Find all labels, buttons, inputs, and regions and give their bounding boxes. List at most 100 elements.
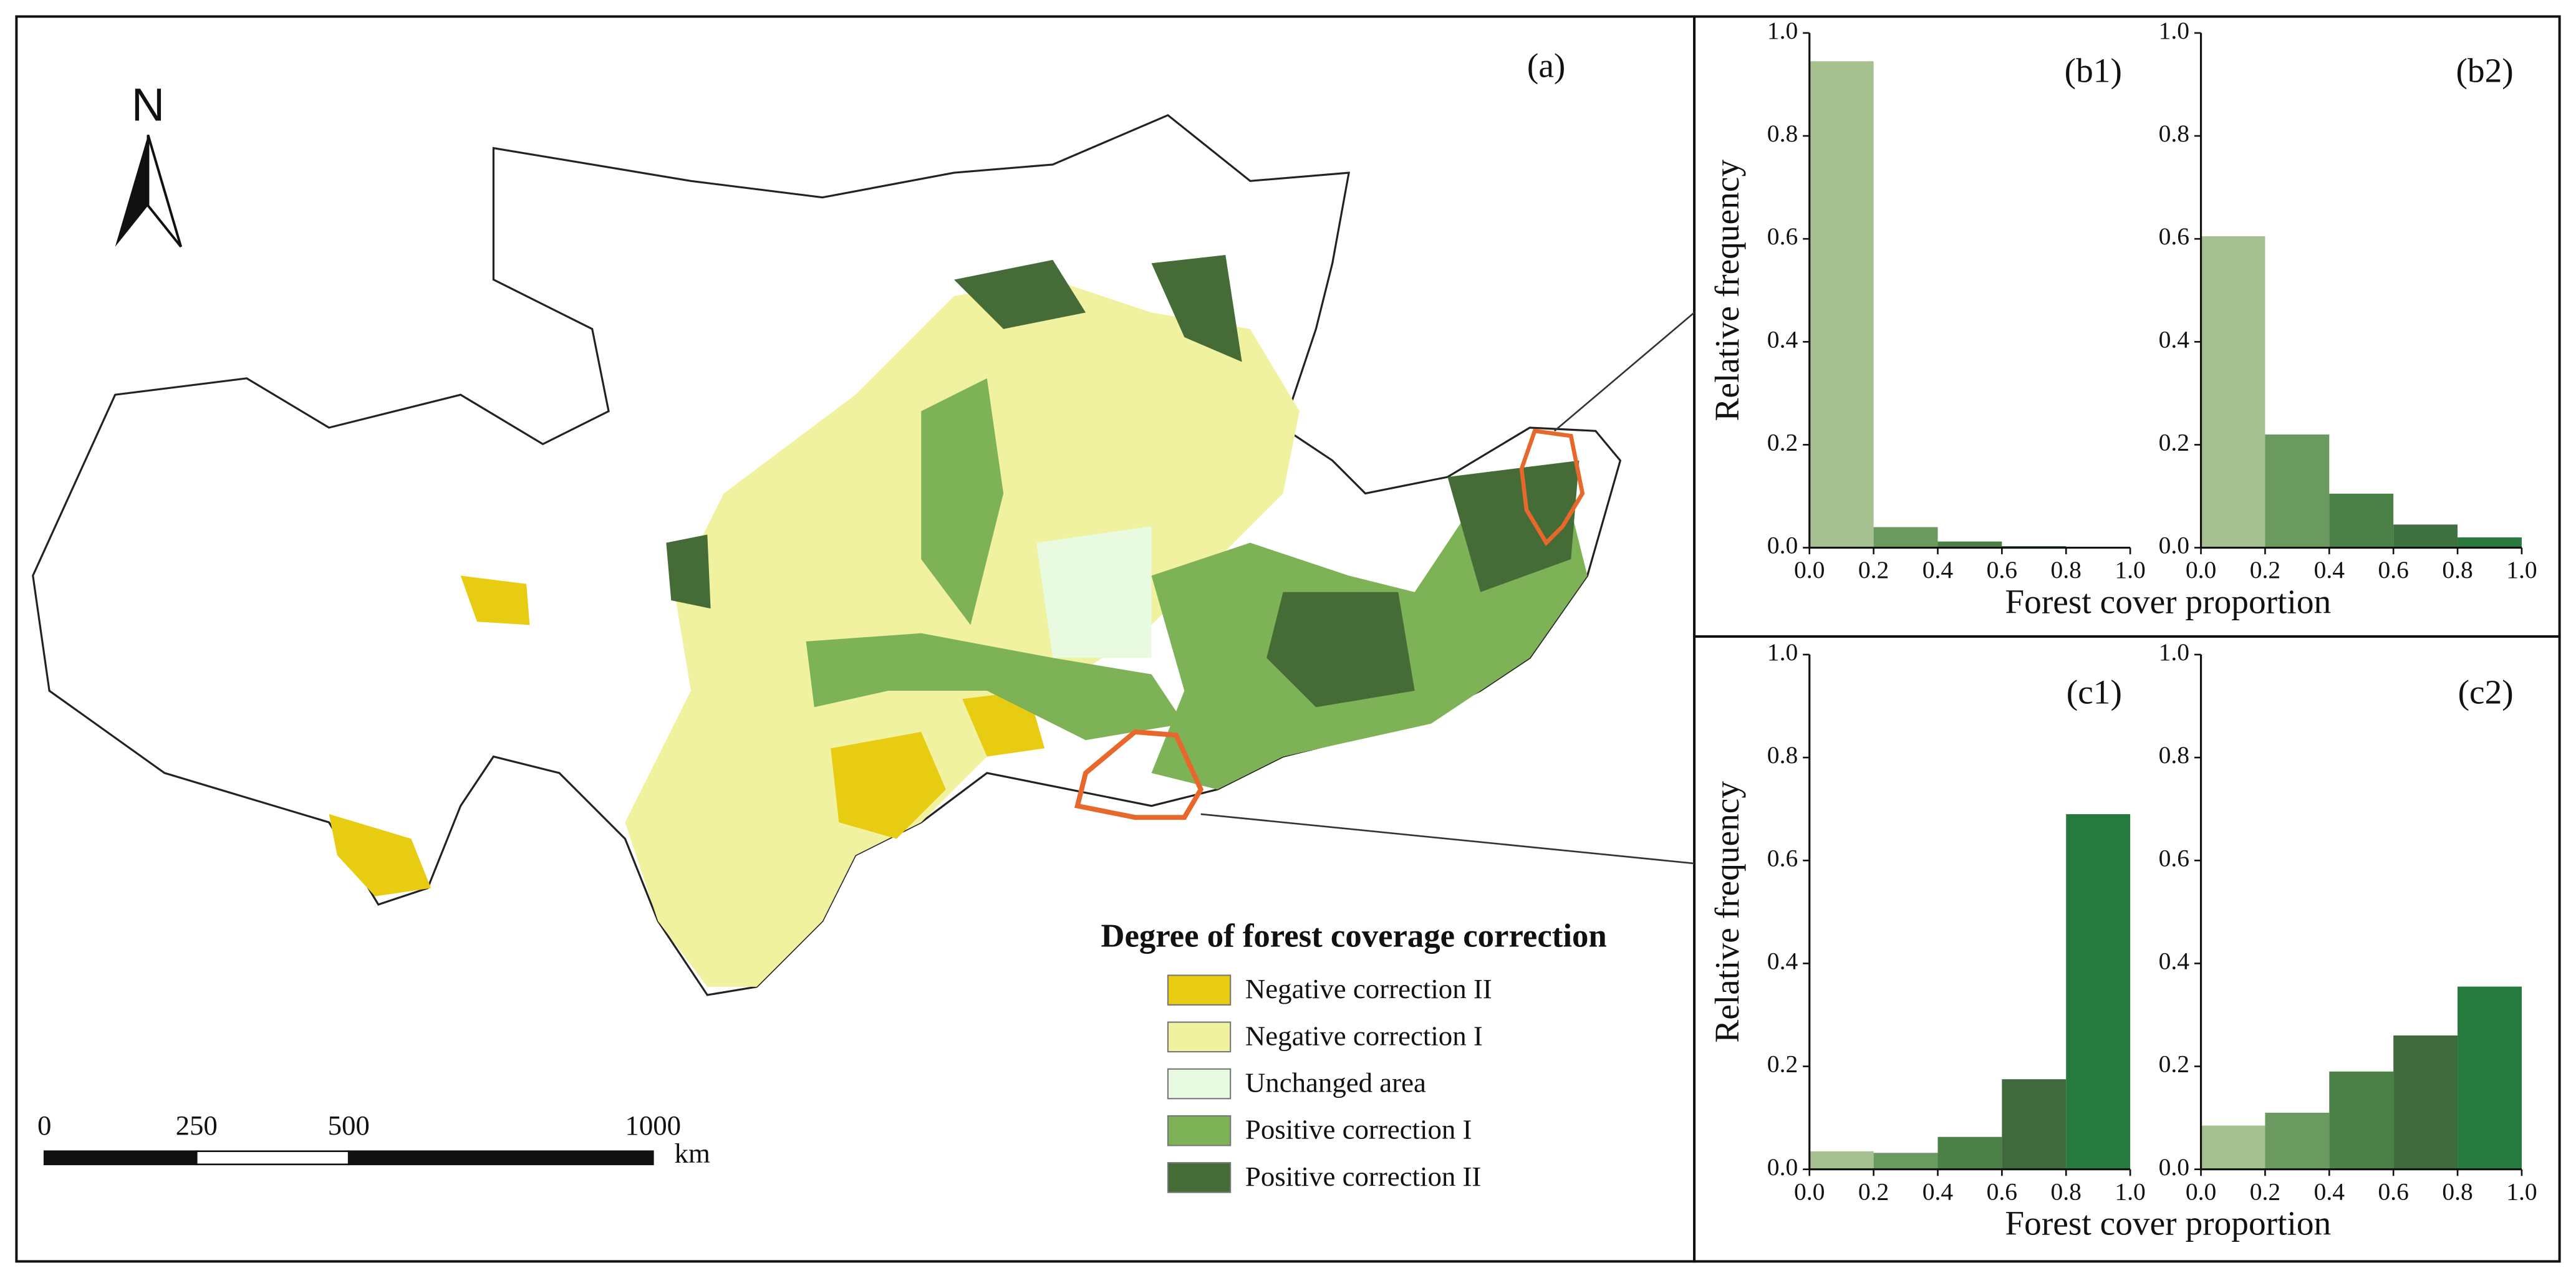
y-tick-label: 0.0 bbox=[2159, 532, 2189, 559]
bar bbox=[1937, 1136, 2002, 1170]
bar bbox=[2393, 1035, 2458, 1170]
legend-label: Negative correction II bbox=[1245, 973, 1492, 1004]
scale-label: 500 bbox=[328, 1110, 370, 1141]
legend-swatch bbox=[1167, 974, 1232, 1006]
bar bbox=[2066, 814, 2131, 1170]
x-tick-label: 0.4 bbox=[2314, 556, 2345, 584]
y-tick-label: 0.4 bbox=[1767, 947, 1798, 974]
scale-unit: km bbox=[675, 1138, 710, 1169]
highlight-c bbox=[1074, 729, 1204, 820]
x-tick-label: 0.4 bbox=[1922, 556, 1954, 584]
y-axis-label: Relative frequency bbox=[1708, 781, 1746, 1043]
y-tick-label: 0.0 bbox=[1767, 532, 1798, 559]
region-fill bbox=[1151, 255, 1242, 362]
scale-segment bbox=[43, 1150, 198, 1166]
bar bbox=[1937, 541, 2002, 548]
region-fill bbox=[625, 279, 1300, 987]
bar bbox=[1873, 527, 1938, 548]
y-tick-label: 0.2 bbox=[2159, 428, 2189, 456]
highlight-b bbox=[1519, 428, 1585, 546]
x-tick-label: 1.0 bbox=[2506, 1178, 2537, 1205]
x-tick-label: 0.8 bbox=[2442, 556, 2472, 584]
y-tick-label: 0.6 bbox=[2159, 223, 2189, 250]
y-tick-label: 0.8 bbox=[2159, 741, 2189, 769]
bar bbox=[2265, 1112, 2330, 1170]
panel-title: (b1) bbox=[2065, 52, 2122, 90]
region-fill bbox=[460, 575, 530, 625]
region-fill bbox=[1036, 526, 1152, 658]
bar bbox=[1809, 1151, 1874, 1170]
map bbox=[32, 113, 1695, 996]
x-tick-label: 0.6 bbox=[2378, 556, 2408, 584]
bar bbox=[2265, 434, 2330, 548]
region-fill bbox=[666, 534, 711, 609]
x-tick-label: 0.0 bbox=[1794, 556, 1825, 584]
y-tick-label: 0.2 bbox=[1767, 1050, 1798, 1078]
x-tick-label: 0.0 bbox=[2186, 1178, 2216, 1205]
panel-c-frame bbox=[1693, 635, 2561, 1263]
north-arrow bbox=[147, 134, 183, 248]
y-tick-label: 1.0 bbox=[1767, 638, 1798, 666]
bar bbox=[2002, 1079, 2067, 1170]
region-fill bbox=[329, 814, 432, 896]
bar bbox=[2329, 493, 2394, 548]
x-axis-label: Forest cover proportion bbox=[2005, 1204, 2331, 1242]
north-label: N bbox=[132, 79, 165, 131]
legend-label: Unchanged area bbox=[1245, 1067, 1426, 1098]
y-tick-label: 0.4 bbox=[2159, 947, 2190, 974]
y-tick-label: 0.4 bbox=[2159, 325, 2190, 353]
bar bbox=[2458, 986, 2522, 1170]
bar bbox=[2393, 524, 2458, 548]
legend-label: Positive correction II bbox=[1245, 1161, 1481, 1192]
x-tick-label: 1.0 bbox=[2115, 1178, 2145, 1205]
x-tick-label: 0.6 bbox=[2378, 1178, 2408, 1205]
legend-swatch bbox=[1167, 1021, 1232, 1053]
leader-line bbox=[1200, 813, 1695, 865]
legend-swatch bbox=[1167, 1115, 1232, 1146]
map-title: (a) bbox=[1527, 47, 1565, 85]
legend-label: Negative correction I bbox=[1245, 1020, 1483, 1051]
legend-label: Positive correction I bbox=[1245, 1114, 1472, 1145]
x-tick-label: 1.0 bbox=[2115, 556, 2145, 584]
x-tick-label: 0.6 bbox=[1987, 556, 2017, 584]
bar bbox=[1873, 1153, 1938, 1170]
panel-title: (c2) bbox=[2458, 673, 2514, 711]
region-fill bbox=[921, 378, 1004, 625]
region-fill bbox=[1266, 592, 1415, 708]
x-tick-label: 0.2 bbox=[1858, 556, 1889, 584]
x-tick-label: 0.4 bbox=[2314, 1178, 2345, 1205]
y-tick-label: 1.0 bbox=[2159, 638, 2189, 666]
scale-label: 1000 bbox=[625, 1110, 681, 1141]
scale-label: 0 bbox=[37, 1110, 51, 1141]
panel-title: (c1) bbox=[2067, 673, 2122, 711]
x-tick-label: 0.8 bbox=[2051, 1178, 2082, 1205]
region-fill bbox=[1447, 460, 1580, 592]
y-tick-label: 0.6 bbox=[1767, 844, 1798, 872]
region-fill bbox=[954, 259, 1086, 329]
bar bbox=[1809, 61, 1874, 548]
bar bbox=[2201, 1125, 2265, 1170]
y-tick-label: 0.0 bbox=[1767, 1153, 1798, 1181]
histograms: 0.0 0.2 0.4 0.6 0.8 1.0 0.0 0.2 0.4 0.6 0.8 1.0 (b1)… bbox=[1708, 17, 2537, 1242]
x-tick-label: 0.2 bbox=[2250, 1178, 2280, 1205]
legend-swatch bbox=[1167, 1162, 1232, 1193]
y-axis-label: Relative frequency bbox=[1708, 160, 1746, 421]
x-tick-label: 1.0 bbox=[2506, 556, 2537, 584]
bar bbox=[2329, 1071, 2394, 1170]
x-tick-label: 0.8 bbox=[2051, 556, 2082, 584]
y-tick-label: 0.0 bbox=[2159, 1153, 2189, 1181]
bar bbox=[2201, 236, 2265, 548]
region-fill bbox=[831, 732, 946, 839]
leader-line bbox=[1553, 312, 1695, 432]
panel-title: (b2) bbox=[2456, 52, 2513, 90]
x-tick-label: 0.6 bbox=[1987, 1178, 2017, 1205]
bar bbox=[2458, 537, 2522, 548]
x-tick-label: 0.4 bbox=[1922, 1178, 1954, 1205]
x-tick-label: 0.8 bbox=[2442, 1178, 2472, 1205]
legend-title: Degree of forest coverage correction bbox=[1101, 918, 1606, 954]
y-tick-label: 0.8 bbox=[2159, 120, 2189, 147]
y-tick-label: 0.2 bbox=[2159, 1050, 2189, 1078]
scale-segment bbox=[347, 1150, 654, 1166]
